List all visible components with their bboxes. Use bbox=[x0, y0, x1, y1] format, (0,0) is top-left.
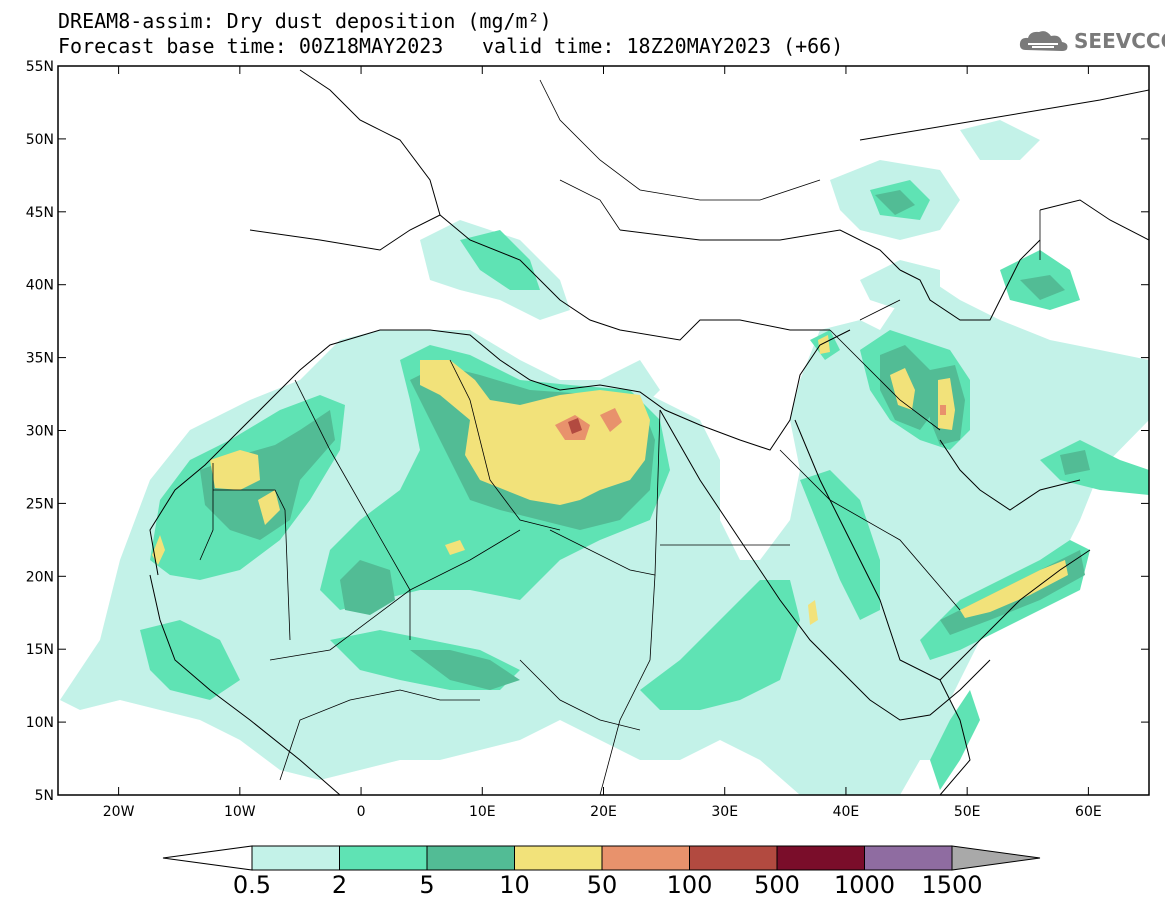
map-title: DREAM8-assim: Dry dust deposition (mg/m²… bbox=[58, 9, 552, 33]
seevccc-logo: SEEVCCC bbox=[1018, 27, 1165, 55]
country-borders bbox=[199, 79, 1041, 795]
contour-level-10 bbox=[152, 335, 1068, 625]
lon-tick-label: 40E bbox=[833, 804, 860, 820]
lon-tick-label: 10E bbox=[469, 804, 496, 820]
lat-tick-label: 25N bbox=[26, 496, 54, 512]
colorbar-label: 500 bbox=[754, 871, 800, 899]
colorbar-high-arrow bbox=[951, 845, 1041, 871]
lat-tick-label: 30N bbox=[26, 424, 54, 440]
lon-tick-label: 20E bbox=[590, 804, 617, 820]
colorbar-label: 50 bbox=[587, 871, 618, 899]
colorbar-cell bbox=[514, 845, 603, 871]
coastlines bbox=[149, 69, 1149, 795]
colorbar-label: 5 bbox=[419, 871, 434, 899]
latitude-axis: 55N 50N 45N 40N 35N 30N 25N 20N 15N 10N 5N bbox=[26, 59, 1149, 804]
lon-tick-label: 10W bbox=[224, 804, 256, 820]
lon-tick-label: 60E bbox=[1075, 804, 1102, 820]
colorbar-label: 1500 bbox=[921, 871, 982, 899]
cloud-icon bbox=[1019, 31, 1068, 51]
colorbar-cell bbox=[339, 845, 428, 871]
valid-time: valid time: 18Z20MAY2023 (+66) bbox=[482, 34, 844, 58]
colorbar-cell bbox=[776, 845, 865, 871]
colorbar-low-arrow bbox=[162, 845, 253, 871]
lat-tick-label: 35N bbox=[26, 351, 54, 367]
lon-tick-label: 20W bbox=[103, 804, 135, 820]
lat-tick-label: 40N bbox=[26, 278, 54, 294]
lon-tick-label: 30E bbox=[711, 804, 738, 820]
colorbar: 0.5 2 5 10 50 100 500 1000 1500 bbox=[162, 845, 1041, 899]
lat-tick-label: 10N bbox=[26, 715, 54, 731]
colorbar-label: 10 bbox=[499, 871, 530, 899]
forecast-base-time: Forecast base time: 00Z18MAY2023 bbox=[58, 34, 444, 58]
lat-tick-label: 20N bbox=[26, 569, 54, 585]
lat-tick-label: 15N bbox=[26, 642, 54, 658]
colorbar-label: 0.5 bbox=[233, 871, 271, 899]
colorbar-cell bbox=[601, 845, 690, 871]
colorbar-cell bbox=[251, 845, 340, 871]
lat-tick-label: 55N bbox=[26, 59, 54, 75]
logo-text: SEEVCCC bbox=[1074, 29, 1165, 53]
lat-tick-label: 5N bbox=[35, 788, 54, 804]
colorbar-cell bbox=[689, 845, 778, 871]
colorbar-label: 100 bbox=[667, 871, 713, 899]
colorbar-cell bbox=[426, 845, 515, 871]
contour-level-100 bbox=[568, 418, 582, 434]
colorbar-label: 1000 bbox=[834, 871, 895, 899]
lon-tick-label: 0 bbox=[357, 804, 366, 820]
colorbar-label: 2 bbox=[332, 871, 347, 899]
lat-tick-label: 50N bbox=[26, 132, 54, 148]
longitude-axis: 20W 10W 0 10E 20E 30E 40E 50E 60E bbox=[103, 66, 1102, 820]
lon-tick-label: 50E bbox=[954, 804, 981, 820]
lat-tick-label: 45N bbox=[26, 205, 54, 221]
dust-field bbox=[58, 66, 1149, 795]
colorbar-cell bbox=[864, 845, 953, 871]
